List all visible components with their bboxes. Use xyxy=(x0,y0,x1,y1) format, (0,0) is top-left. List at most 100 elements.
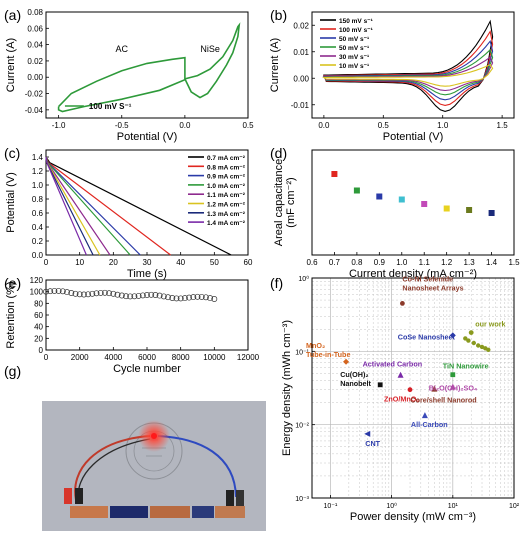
cv-curve-ac xyxy=(57,56,186,113)
retention-point-13 xyxy=(97,289,104,296)
retention-point-40 xyxy=(211,296,218,302)
retention-point-17 xyxy=(114,291,121,298)
cv-curve-0 xyxy=(323,19,494,112)
x-tick-label: 1.0 xyxy=(437,121,449,130)
y-tick-label: 60 xyxy=(34,311,43,320)
retention-point-9 xyxy=(80,291,87,298)
x-tick-label: 20 xyxy=(109,258,118,267)
photo-wire-blue xyxy=(157,435,237,498)
x-tick-label: 1.5 xyxy=(508,258,520,267)
capacitance-point-6 xyxy=(466,207,473,213)
photo-device-3 xyxy=(150,506,190,518)
y-tick-label: 100 xyxy=(30,288,44,297)
point-label-3: our work xyxy=(475,320,505,329)
y-tick-label: 1.2 xyxy=(32,167,44,176)
legend-label: 30 mV s⁻¹ xyxy=(339,54,369,61)
plot-frame xyxy=(311,149,515,256)
y-tick-label: 120 xyxy=(30,276,44,285)
marker-2 xyxy=(449,332,456,339)
marker-9 xyxy=(449,383,456,390)
panel-a: (a) -1.0 -0.5 0.0 0.5 -0.04 -0.02 0.00 0.02 0.04 0… xyxy=(4,7,254,143)
x-tick-label: 12000 xyxy=(237,353,260,362)
our-work-marker-2 xyxy=(471,340,476,346)
x-tick-label: 1.1 xyxy=(419,258,431,267)
point-label-0: Nanosheet Arrays xyxy=(402,283,463,292)
y-tick-label: 0.6 xyxy=(32,209,44,218)
marker-4 xyxy=(397,371,404,378)
legend-label: 1.0 mA cm⁻² xyxy=(207,183,246,190)
x-tick-label: 6000 xyxy=(138,353,156,362)
x-tick-label: 60 xyxy=(244,258,253,267)
retention-point-21 xyxy=(131,293,138,300)
retention-point-4 xyxy=(59,288,66,295)
legend-label: 0.9 mA cm⁻² xyxy=(207,174,246,181)
panel-label-g: (g) xyxy=(4,363,21,379)
plot-frame xyxy=(311,277,515,499)
marker-5 xyxy=(450,372,456,378)
x-tick-label: 1.5 xyxy=(497,121,509,130)
point-label-9: Bi₂O(OH)₂SO₄ xyxy=(429,384,478,393)
annotation-label: AC xyxy=(115,44,128,54)
x-axis-label: Cycle number xyxy=(113,363,181,375)
capacitance-point-0 xyxy=(331,171,338,177)
retention-point-20 xyxy=(127,293,134,300)
marker-1 xyxy=(343,358,350,365)
retention-point-23 xyxy=(139,292,146,299)
panel-e: (e) 0 2000 4000 6000 8000 10000 12000 0 20 40 60 80 1… xyxy=(4,275,260,375)
cv-curve-5 xyxy=(321,63,494,87)
retention-point-38 xyxy=(202,294,209,301)
retention-point-30 xyxy=(169,295,176,301)
retention-point-25 xyxy=(148,291,155,298)
x-tick-label: 0.6 xyxy=(306,258,318,267)
retention-point-35 xyxy=(190,294,197,301)
photo-device-4 xyxy=(192,506,214,518)
our-work-marker-3 xyxy=(476,343,481,348)
legend-label: 0.7 mA cm⁻² xyxy=(207,155,246,162)
x-tick-label: 0.9 xyxy=(374,258,386,267)
y-tick-label: 0.4 xyxy=(32,223,44,232)
x-tick-label: 30 xyxy=(143,258,152,267)
x-tick-label: 1.2 xyxy=(441,258,453,267)
marker-6 xyxy=(377,382,383,388)
photo-device-5 xyxy=(215,506,245,518)
y-tick-label: 0.02 xyxy=(293,21,309,30)
marker-11 xyxy=(364,430,371,437)
retention-point-32 xyxy=(177,295,184,302)
retention-point-6 xyxy=(68,290,75,296)
marker-0 xyxy=(400,301,405,306)
capacitance-point-5 xyxy=(443,205,450,212)
cv-curve-2 xyxy=(322,39,494,101)
legend-label: 100 mV S⁻¹ xyxy=(89,102,132,111)
x-tick-label: 0 xyxy=(44,353,49,362)
cv-curve-nise xyxy=(184,22,241,99)
legend-label: 1.3 mA cm⁻² xyxy=(207,211,246,218)
y-axis-label: Energy density (mWh cm⁻³) xyxy=(281,320,293,456)
capacitance-point-1 xyxy=(353,187,360,194)
legend-label: 50 mV s⁻¹ xyxy=(339,45,369,52)
retention-point-8 xyxy=(76,291,83,298)
retention-point-28 xyxy=(160,293,167,300)
retention-point-10 xyxy=(85,291,92,298)
retention-point-26 xyxy=(152,292,159,298)
retention-point-39 xyxy=(207,295,214,302)
our-work-marker-6 xyxy=(486,347,491,352)
x-tick-label: 1.4 xyxy=(486,258,498,267)
x-axis-label: Potential (V) xyxy=(117,131,178,143)
y-tick-label: 10⁻¹ xyxy=(295,349,309,356)
retention-point-12 xyxy=(93,290,100,297)
panel-d: (d) 0.6 0.7 0.8 0.9 1.0 1.1 1.2 1.3 1.4 1.5 Current… xyxy=(270,145,520,280)
y-tick-label: 0.00 xyxy=(293,74,309,83)
our-work-marker-0 xyxy=(463,336,468,341)
x-tick-label: 10000 xyxy=(203,353,226,362)
x-tick-label: 0.8 xyxy=(351,258,363,267)
legend-label: 100 mV s⁻¹ xyxy=(339,27,373,34)
point-label-1: Tube-in-Tube xyxy=(306,350,350,359)
capacitance-point-2 xyxy=(376,193,383,200)
x-axis-label: Potential (V) xyxy=(383,131,444,143)
annotation-label: NiSe xyxy=(200,44,220,54)
legend-label: 150 mV s⁻¹ xyxy=(339,18,373,25)
legend-label: 1.1 mA cm⁻² xyxy=(207,192,246,199)
y-tick-label: 1.4 xyxy=(32,153,44,162)
y-tick-label: 0.02 xyxy=(27,57,43,66)
